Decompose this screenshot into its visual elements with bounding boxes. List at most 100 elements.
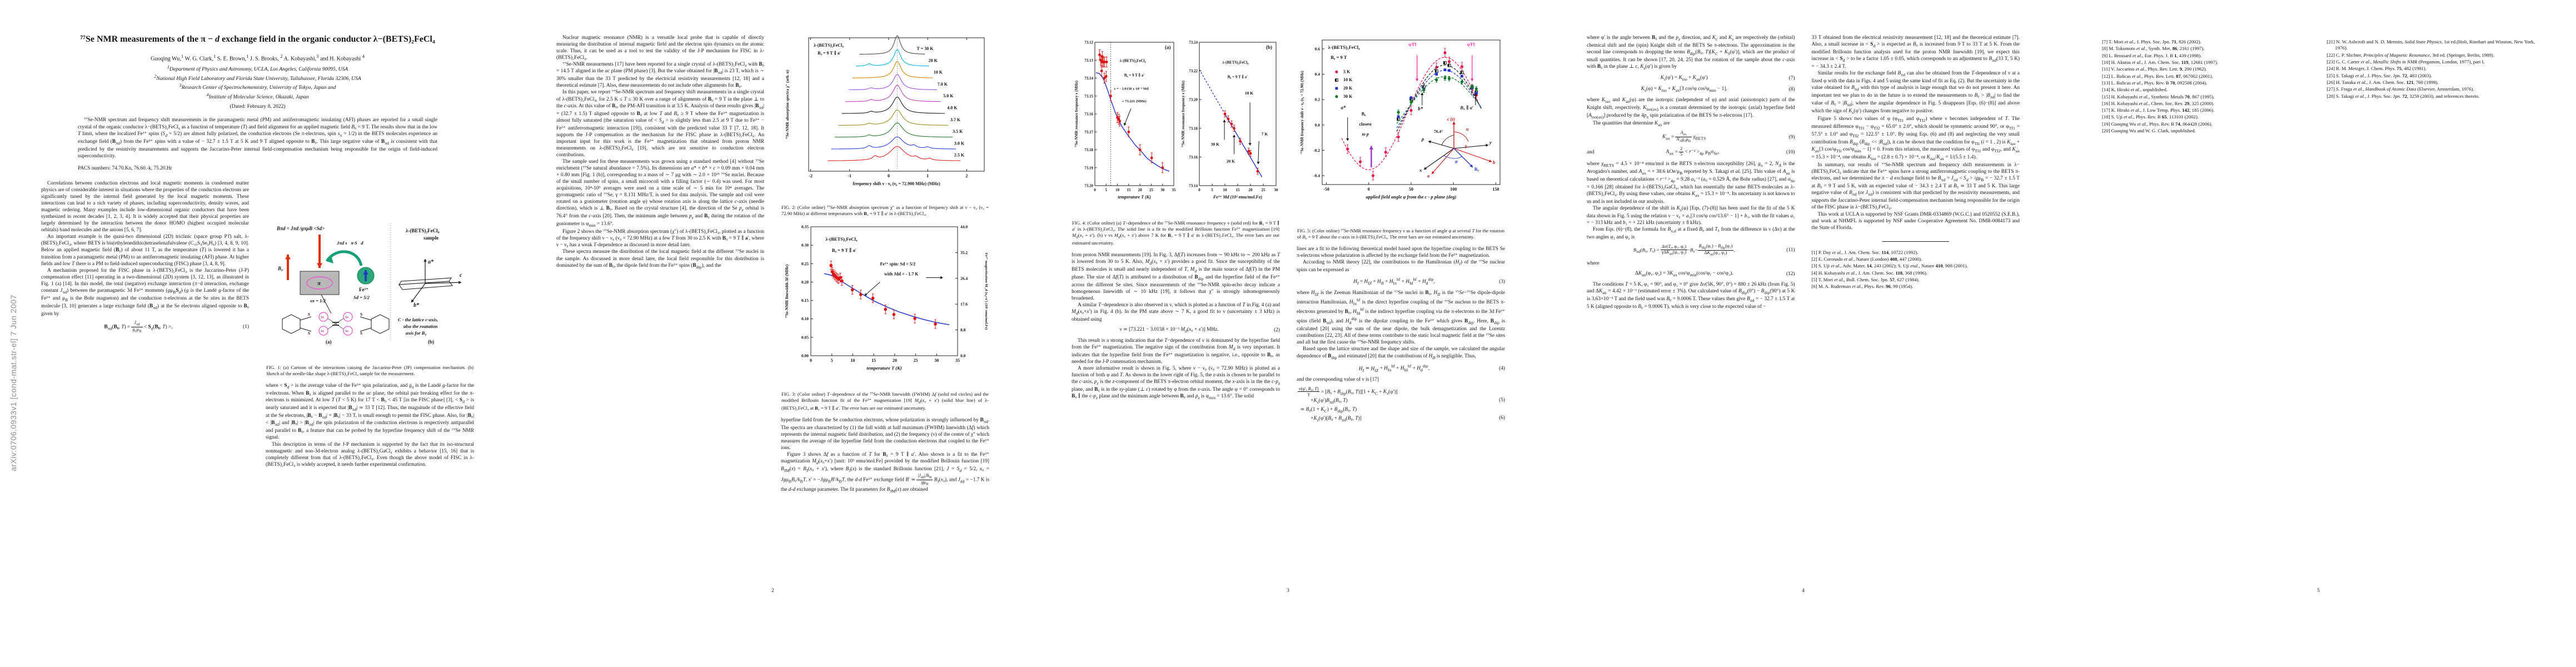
svg-text:B₀ = 9 T ∥ a′: B₀ = 9 T ∥ a′ <box>1228 75 1248 79</box>
paragraph: Based upon the lattice structure and the… <box>1297 346 1505 360</box>
svg-text:10: 10 <box>850 358 855 363</box>
paragraph: The angular dependence of the shift in K… <box>1587 205 1795 226</box>
svg-text:Fe³⁺ spin: Sd = 5/2: Fe³⁺ spin: Sd = 5/2 <box>880 262 915 267</box>
svg-text:(a): (a) <box>1165 44 1171 50</box>
svg-text:-0.4: -0.4 <box>1313 173 1320 178</box>
svg-text:7.0 K: 7.0 K <box>938 82 948 87</box>
author-line: Guoqing Wu,1 W. G. Clark,1 S. E. Brown,1… <box>151 53 365 62</box>
svg-text:Se: Se <box>321 316 324 319</box>
paragraph: Figure 2 shows the ⁷⁷Se-NMR absorption s… <box>556 229 764 248</box>
svg-text:π: π <box>317 280 321 287</box>
svg-text:(a): (a) <box>326 339 332 345</box>
page-5: [7] T. Mori et al., J. Phys. Soc. Jpn. 7… <box>2061 0 2576 667</box>
svg-text:0: 0 <box>1094 188 1096 192</box>
svg-text:2: 2 <box>965 173 968 178</box>
svg-text:17.6: 17.6 <box>960 302 968 307</box>
reference-item: [10] H. Akutsu et al., J. Am. Chem. Soc.… <box>2102 59 2219 65</box>
svg-text:λ-(BETS)₂FeCl₄: λ-(BETS)₂FeCl₄ <box>825 236 857 242</box>
page-number: 4 <box>1802 588 1805 594</box>
svg-text:sample: sample <box>423 235 439 241</box>
svg-text:0.6: 0.6 <box>1315 46 1321 51</box>
svg-text:15: 15 <box>871 358 876 363</box>
svg-text:γ: γ <box>1465 143 1467 148</box>
svg-text:50: 50 <box>1409 187 1413 192</box>
svg-text:20 K: 20 K <box>929 58 938 63</box>
svg-text:73.14: 73.14 <box>1084 76 1093 81</box>
svg-text:73.20: 73.20 <box>1084 184 1093 188</box>
svg-text:B₀ = 9 T ∥ a′: B₀ = 9 T ∥ a′ <box>832 247 856 253</box>
paragraph: In summary, our results of ⁷⁷Se-NMR spec… <box>1811 162 2020 211</box>
svg-text:73.13: 73.13 <box>1084 58 1093 63</box>
affiliation: 4Institute of Molecular Science, Okazaki… <box>206 92 309 100</box>
svg-text:S: S <box>308 331 310 336</box>
svg-text:0.10: 0.10 <box>801 316 809 321</box>
svg-text:20 K: 20 K <box>1343 86 1353 91</box>
page-1: arXiv:0706.0933v1 [cond-mat.str-el] 7 Ju… <box>0 0 515 667</box>
paragraph: Nuclear magnetic resonance (NMR) is a ve… <box>556 35 764 61</box>
svg-text:B₀ = 9 T ∥ a′: B₀ = 9 T ∥ a′ <box>818 51 841 56</box>
reference-item: [26] H. Tanaka et al., J. Am. Chem. Soc.… <box>2326 79 2439 85</box>
svg-text:44.0: 44.0 <box>960 225 968 230</box>
reference-item: [20] Guoqing Wu and W. G. Clark, unpubli… <box>2102 128 2196 134</box>
svg-text:5 K: 5 K <box>1343 69 1351 74</box>
paragraph: The conditions T = 5 K, φ₁ = 90°, and φ₂… <box>1587 281 1795 310</box>
paragraph: from proton NMR measurements [19]. In Fi… <box>1072 252 1280 301</box>
page-number: 3 <box>1287 588 1289 594</box>
svg-text:S: S <box>360 331 362 336</box>
svg-text:C - the lattice c-axis,: C - the lattice c-axis, <box>398 317 438 322</box>
reference-item: [27] S. Fraga et al., Handbook of Atomic… <box>2326 86 2474 92</box>
figure-5-canvas: 0.6 0.4 0.2 0.0 -0.2 -0.4 -50 0 50 100 150 λ-(BETS)… <box>1297 34 1505 226</box>
references-divider <box>1882 241 1949 242</box>
svg-text:temperature T (K): temperature T (K) <box>866 365 901 371</box>
paragraph: Figure 3 shows Δf as a function of T for… <box>781 452 990 494</box>
reference-list-1-6: [1] P. Day et al., J. Am. Chem. Soc. 114… <box>1812 250 2020 290</box>
paragraph: ⁷⁷Se-NMR measurments [17] have been repo… <box>556 62 764 89</box>
svg-text:Jπd s⃗π·S⃗d: Jπd s⃗π·S⃗d <box>336 240 363 246</box>
svg-text:0.20: 0.20 <box>801 280 809 285</box>
paragraph: Ks(φ′) = Kiso + Kan(φ′) (7) <box>1660 74 1795 82</box>
page4-column2-text: 33 T obtained from the electrical resist… <box>1812 34 2020 231</box>
svg-text:73.17: 73.17 <box>1084 130 1093 135</box>
paragraph: where Kiso and Kan(φ) are the isotropic … <box>1587 97 1795 120</box>
reference-item: [2] E. Coronado et al., Nature (London) … <box>1811 256 1922 262</box>
svg-text:B₀ = 9 T ∥ a′: B₀ = 9 T ∥ a′ <box>1124 73 1145 77</box>
reference-item: [7] T. Mori et al., J. Phys. Soc. Jpn. 7… <box>2102 39 2201 44</box>
svg-text:10 K: 10 K <box>1245 91 1253 96</box>
svg-text:15: 15 <box>1236 188 1240 192</box>
paragraph: From Eqs. (6)−(8), the formula for Bπ,d … <box>1587 226 1795 240</box>
figure-1-caption: FIG. 1: (a) Cartoon of the interactions … <box>266 364 474 376</box>
affiliation: 2National High Field Laboratory and Flor… <box>154 73 361 82</box>
svg-text:2.5 K: 2.5 K <box>954 153 965 158</box>
svg-text:30: 30 <box>934 358 939 363</box>
paragraph: Figure 5 shows two values of φ (φTI1 and… <box>1811 116 2020 162</box>
figure-2: -2 -1 0 1 2 T = 30 K 20 K 10 K 7.0 K 5.0 K 4.0 K 3.… <box>781 34 989 217</box>
reference-item: [13] L. Balicas et al., Phys. Rev. B 70,… <box>2102 79 2208 86</box>
page4-column1: where φ′ is the angle between B₀ and the… <box>1587 34 1795 310</box>
svg-text:30 K: 30 K <box>1343 94 1353 99</box>
svg-text:φTI: φTI <box>1408 41 1417 47</box>
figure-4-caption: FIG. 4: (Color online) (a) T−dependence … <box>1072 220 1280 246</box>
svg-text:73.12: 73.12 <box>1084 41 1093 45</box>
dated-line: (Dated: February 8, 2022) <box>230 103 286 110</box>
paragraph: Kax = Aax NAgπμB χBETS (9) <box>1662 130 1795 143</box>
svg-text:150: 150 <box>1492 187 1499 192</box>
paragraph: An important example is the quasi-two di… <box>41 234 249 267</box>
fig5-angle-plot: 0.6 0.4 0.2 0.0 -0.2 -0.4 -50 0 50 100 150 λ-(BETS)… <box>1300 39 1501 200</box>
svg-text:λ-(BETS)₂FeCl₄: λ-(BETS)₂FeCl₄ <box>1328 44 1360 50</box>
page3-column1-text: from proton NMR measurements [19]. In Fi… <box>1072 252 1280 401</box>
svg-text:B₀: B₀ <box>1474 167 1479 172</box>
page-2: Nuclear magnetic resonance (NMR) is a ve… <box>515 0 1030 667</box>
svg-text:frequency shift ν - ν₀ (ν₀ = 7: frequency shift ν - ν₀ (ν₀ = 72.900 MHz)… <box>853 181 940 186</box>
svg-text:c (z): c (z) <box>1447 117 1455 122</box>
fig4-frequency-plots: 73.12 73.13 73.14 73.15 73.16 73.17 73.18 73.19… <box>1074 41 1278 200</box>
svg-text:a*: a* <box>428 259 434 265</box>
svg-text:Fe³⁺: Fe³⁺ <box>359 287 368 292</box>
svg-text:⁷⁷Se-NMR absorption spectra χ: ⁷⁷Se-NMR absorption spectra χ″ (arb. u) <box>785 69 790 139</box>
page4-column2: 33 T obtained from the electrical resist… <box>1812 34 2020 310</box>
svg-text:73.15: 73.15 <box>1084 94 1093 98</box>
paragraph: Bπd(B₀, T₀) = Δν(T₀, φ₁, φ₂) γΔKan(φ₁, φ₂… <box>1633 243 1795 257</box>
svg-text:a*: a* <box>1341 104 1347 110</box>
figure-5-caption: FIG. 5: (Color online) ⁷⁷Se-NMR resonanc… <box>1297 228 1504 240</box>
